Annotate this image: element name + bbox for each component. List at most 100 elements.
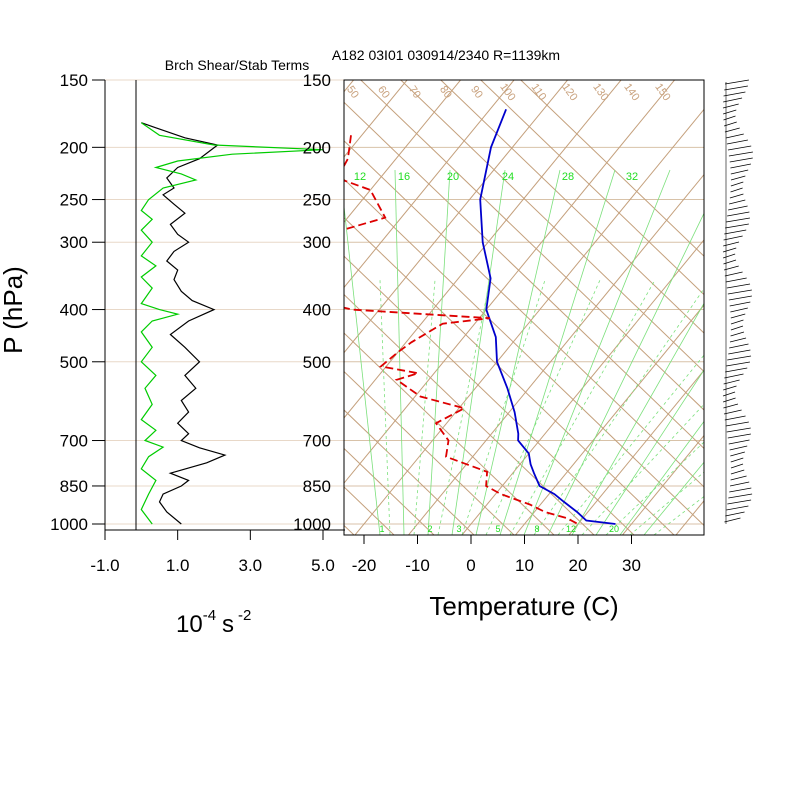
wind-barb	[729, 193, 744, 199]
wind-barb	[730, 475, 747, 481]
wind-barb	[723, 115, 736, 121]
moist-line	[475, 169, 561, 535]
dry-adiabat	[344, 370, 515, 535]
dry-adiabat-label: 80	[437, 84, 454, 101]
wind-barb	[728, 295, 752, 301]
mixing-ratio-bottom-label: 5	[495, 524, 500, 534]
x-tick-label: 3.0	[239, 556, 263, 575]
units-exp1: -4	[203, 607, 216, 624]
isotherm	[344, 80, 569, 354]
mixing-ratio-label: 20	[447, 171, 459, 183]
skewt-x-tick-label: -20	[352, 556, 377, 575]
moist-line	[547, 212, 704, 535]
wind-barb	[730, 331, 745, 337]
dry-adiabat	[360, 80, 704, 411]
mixing-ratio-bottom-label: 12	[566, 524, 576, 534]
y-tick-label: 500	[60, 353, 88, 372]
wind-barb	[722, 253, 736, 259]
skewt-y-tick-label: 150	[303, 71, 331, 90]
wind-barb	[724, 121, 737, 127]
wind-barb	[727, 433, 751, 439]
wind-barb	[725, 277, 747, 283]
dry-adiabat-label: 90	[468, 84, 485, 101]
x-tick-label: -1.0	[90, 556, 119, 575]
dry-adiabat	[344, 255, 635, 535]
pressure-grid-lines	[105, 79, 345, 525]
wind-barb	[724, 85, 748, 91]
mixing-ratio-line	[509, 279, 656, 535]
wind-barb	[723, 265, 739, 271]
skewt-y-tick-label: 1000	[293, 515, 331, 534]
wind-barb	[729, 343, 749, 349]
moist-line	[394, 169, 405, 535]
moist-line	[344, 202, 381, 535]
moist-line	[619, 420, 704, 535]
wind-barb	[730, 451, 745, 457]
wind-barb	[722, 247, 737, 253]
x-tick-label: 5.0	[311, 556, 335, 575]
skewt-x-tick-label: 10	[515, 556, 534, 575]
isotherm	[344, 80, 408, 158]
wind-barb	[727, 499, 752, 505]
moist-line	[499, 169, 616, 535]
wind-barb	[728, 349, 751, 355]
wind-barb	[730, 307, 748, 313]
y-tick-label: 400	[60, 301, 88, 320]
wind-barb	[726, 505, 749, 511]
mixing-ratio-line	[379, 279, 391, 535]
left-x-tick-labels: -1.0 1.0 3.0 5.0	[90, 530, 335, 575]
mixing-ratio-bottom-label: 20	[609, 524, 619, 534]
dry-adiabat	[520, 80, 704, 257]
wind-barb	[730, 457, 744, 463]
mixing-ratio-line	[557, 354, 704, 535]
wind-barb	[722, 391, 736, 397]
temperature-line	[479, 108, 616, 525]
isotherm	[344, 80, 462, 223]
wind-barb	[725, 367, 748, 373]
dry-adiabat	[344, 140, 704, 488]
wind-barb	[729, 301, 751, 307]
dewpoint-line	[344, 135, 579, 525]
units-exp2: -2	[238, 607, 251, 624]
isotherm	[621, 434, 704, 535]
wind-barb	[726, 283, 751, 289]
mixing-ratio-label: 12	[354, 171, 366, 183]
y-tick-label: 300	[60, 233, 88, 252]
mixing-ratio-label: 24	[502, 171, 514, 183]
skewt-title: A182 03I01 030914/2340 R=1139km	[332, 47, 560, 63]
mixing-ratio-line	[605, 441, 704, 535]
moist-line	[595, 369, 704, 535]
wind-barb	[723, 109, 737, 115]
mixing-ratio-label: 16	[398, 171, 410, 183]
shear-stab-series	[140, 122, 324, 525]
wind-barb	[730, 325, 744, 331]
wind-barb	[725, 511, 745, 517]
mixing-ratio-line	[533, 287, 704, 535]
moist-line	[427, 169, 451, 535]
shear-stab-series-line	[140, 122, 324, 525]
x-tick-label: 1.0	[166, 556, 190, 575]
wind-barb	[724, 271, 743, 277]
skewt-x-tick-labels: -20 -10 0 10 20 30	[352, 535, 641, 575]
mixing-ratio-line	[485, 279, 601, 535]
dry-adiabat-label: 70	[406, 84, 423, 101]
wind-barb	[726, 139, 748, 145]
isotherm	[344, 80, 622, 419]
mixing-ratio-bottom-label: 3	[456, 524, 461, 534]
mixing-ratio-label: 32	[626, 171, 638, 183]
skewt-x-tick-label: 20	[569, 556, 588, 575]
y-tick-label: 150	[60, 71, 88, 90]
skewt-x-tick-label: -10	[405, 556, 430, 575]
dry-adiabat-label: 50	[344, 84, 361, 101]
skewt-y-tick-labels: 150 200 250 300 400 500 700 850 1000	[293, 71, 331, 534]
units-label: 10-4 s -2	[176, 607, 251, 638]
mixing-ratio-label: 28	[562, 171, 574, 183]
wind-barb	[729, 199, 746, 205]
mixing-ratio-line	[461, 279, 546, 535]
wind-barb	[722, 397, 736, 403]
wind-barb	[723, 385, 737, 391]
sounding-profiles	[344, 108, 616, 525]
wind-barb	[725, 133, 744, 139]
wind-barb	[728, 205, 748, 211]
